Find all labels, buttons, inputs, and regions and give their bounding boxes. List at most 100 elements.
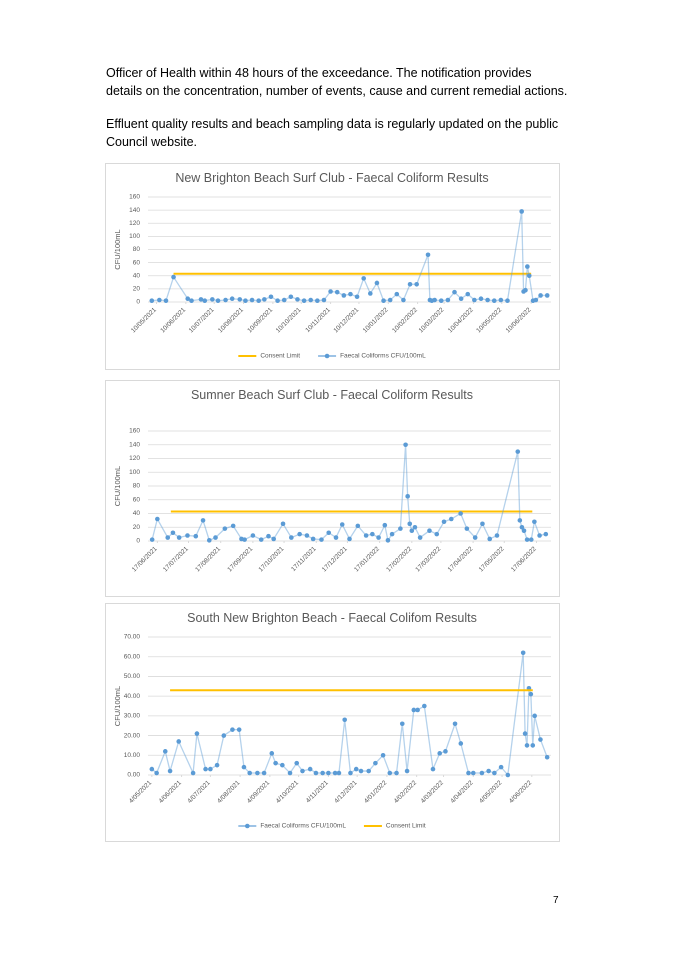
series-line [151,211,548,302]
data-point [271,536,276,542]
legend-label: Consent Limit [386,823,426,830]
y-tick-label: 40 [133,272,141,279]
legend-marker [324,353,330,359]
data-point [301,298,307,303]
data-point [407,281,413,287]
x-tick-label: 4/01/2022 [363,779,389,805]
y-tick-label: 40 [133,510,141,517]
x-tick-label: 17/04/2022 [447,545,475,573]
data-point [472,535,478,540]
data-point [445,297,451,303]
x-tick-label: 10/05/2022 [475,306,503,334]
data-point [342,717,348,723]
x-tick-label: 4/02/2022 [393,779,419,805]
legend: Faecal Coliforms CFU/100mL Consent Limit [238,823,426,830]
x-tick-label: 17/01/2022 [353,545,381,573]
data-point [287,770,293,776]
data-point [334,289,340,295]
data-point [517,518,523,523]
x-tick-label: 4/12/2021 [333,779,359,805]
data-point [434,531,440,537]
data-point [162,749,168,754]
y-tick-label: 20.00 [124,732,141,739]
y-tick-label: 20 [133,524,141,531]
y-tick-label: 160 [129,428,140,435]
data-point [258,537,264,542]
data-point [464,526,470,531]
paragraph: Effluent quality results and beach sampl… [106,117,559,149]
data-point [533,297,539,303]
data-point [213,535,218,540]
data-point [532,519,537,525]
x-tick-label: 4/09/2021 [246,779,272,805]
data-point [526,273,532,279]
data-point [336,770,342,776]
data-point [223,297,228,303]
y-axis-label: CFU/100mL [113,229,122,269]
x-tick-label: 17/05/2022 [478,545,506,573]
data-point [326,530,332,536]
chart-title: New Brighton Beach Surf Club - Faecal Co… [175,171,488,185]
data-point [466,770,471,776]
data-point [193,533,199,539]
data-point [404,768,410,774]
data-point [229,296,235,302]
data-point [452,721,458,727]
data-point [485,297,490,303]
data-point [381,298,386,303]
data-point [194,731,200,736]
data-point [280,521,286,527]
x-tick-label: 4/03/2022 [420,779,446,805]
chart-frame: Sumner Beach Surf Club - Faecal Coliform… [105,380,560,597]
data-point [458,511,463,516]
data-point [320,770,325,776]
data-point [415,707,420,713]
paragraph: Officer of Health within 48 hours of the… [106,66,568,98]
data-point [385,538,391,543]
y-tick-label: 160 [129,194,140,201]
data-point [185,533,190,538]
y-tick-label: 60.00 [124,653,141,660]
y-tick-label: 30.00 [124,713,141,720]
data-point [522,731,528,736]
data-point [368,291,373,296]
data-point [328,289,333,294]
legend-marker [245,823,250,829]
data-point [492,770,497,776]
data-point [241,764,247,770]
data-point [288,294,294,300]
data-point [165,535,171,540]
data-point [295,297,300,302]
data-point [315,298,320,303]
x-tick-label: 10/06/2021 [159,306,187,334]
x-tick-label: 10/05/2021 [130,306,158,334]
chart-frame: New Brighton Beach Surf Club - Faecal Co… [105,163,560,370]
data-point [170,530,176,536]
data-point [403,442,408,448]
data-point [528,691,534,697]
data-point [422,703,427,709]
data-point [250,533,256,538]
data-point [307,766,313,772]
data-point [498,297,504,303]
data-point [341,293,347,298]
data-point [321,297,327,303]
data-point [304,533,310,538]
data-point [505,298,510,303]
data-point [427,528,432,533]
x-tick-label: 4/10/2021 [275,779,301,805]
series-line [151,444,546,542]
data-point [281,297,287,303]
y-tick-label: 120 [129,455,140,462]
x-tick-label: 10/08/2021 [217,306,245,334]
data-point [242,537,247,542]
data-point [206,538,212,543]
data-point [479,770,485,776]
data-point [366,768,371,774]
legend: Consent Limit Faecal Coliforms CFU/100mL [238,353,426,360]
chart: South New Brighton Beach - Faecal Colifo… [113,611,551,830]
data-point [215,298,221,303]
y-tick-label: 60 [133,259,141,266]
data-point [538,737,543,742]
x-tick-label: 10/06/2022 [505,306,533,334]
